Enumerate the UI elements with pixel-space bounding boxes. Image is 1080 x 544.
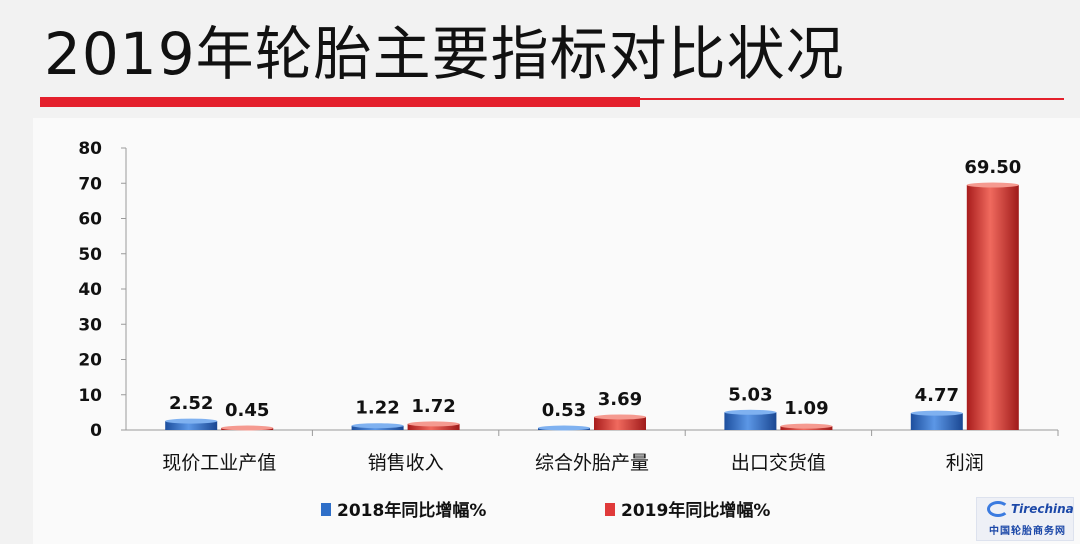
y-tick-label: 70 bbox=[78, 174, 102, 194]
data-label: 5.03 bbox=[728, 384, 772, 405]
watermark-logo-text: Tirechina bbox=[1011, 502, 1074, 516]
y-tick-label: 40 bbox=[78, 280, 102, 300]
x-tick-label: 销售收入 bbox=[368, 452, 444, 474]
y-tick-label: 0 bbox=[90, 421, 102, 441]
bar-top-2018 bbox=[910, 410, 963, 416]
chart-legend: 2018年同比增幅% 2019年同比增幅% bbox=[321, 500, 770, 521]
y-tick-label: 80 bbox=[78, 139, 102, 159]
bar-top-2019 bbox=[221, 425, 274, 431]
chart-axes: 0 10 20 30 40 50 60 70 80 现价工业产值 销售收入 综合外胎产量 出口交货值 利润 bbox=[78, 139, 1059, 474]
legend-swatch-2018 bbox=[321, 503, 331, 516]
slide-title: 2019年轮胎主要指标对比状况 bbox=[44, 20, 845, 88]
bar-2018 bbox=[724, 412, 777, 430]
data-label: 2.52 bbox=[169, 393, 213, 414]
bar-top-2018 bbox=[165, 418, 218, 424]
bar-2019 bbox=[407, 423, 460, 430]
tire-logo-icon bbox=[987, 501, 1009, 517]
watermark-logo: Tirechina 中国轮胎商务网 bbox=[976, 497, 1074, 541]
y-tick-label: 30 bbox=[78, 315, 102, 335]
bar-chart: 0 10 20 30 40 50 60 70 80 现价工业产值 销售收入 综合外胎产量 出口交货值 利润… bbox=[78, 139, 1059, 521]
data-label: 69.50 bbox=[964, 157, 1021, 178]
data-label: 3.69 bbox=[598, 389, 642, 410]
data-label: 1.09 bbox=[784, 398, 828, 419]
legend-label-2018: 2018年同比增幅% bbox=[337, 500, 486, 521]
legend-swatch-2019 bbox=[605, 503, 615, 516]
bar-top-2018 bbox=[538, 425, 590, 431]
x-tick-label: 利润 bbox=[946, 452, 984, 474]
bar-top-2018 bbox=[351, 423, 404, 429]
legend-label-2019: 2019年同比增幅% bbox=[621, 500, 770, 521]
bar-2019 bbox=[966, 185, 1019, 430]
bar-top-2018 bbox=[724, 409, 777, 415]
y-tick-label: 50 bbox=[78, 245, 102, 265]
data-label: 0.45 bbox=[225, 400, 269, 421]
bar-top-2019 bbox=[966, 182, 1019, 188]
y-tick-label: 10 bbox=[78, 386, 102, 406]
data-label: 4.77 bbox=[915, 385, 959, 406]
x-tick-label: 出口交货值 bbox=[731, 452, 826, 474]
data-label: 1.72 bbox=[411, 396, 455, 417]
watermark-subtitle: 中国轮胎商务网 bbox=[989, 526, 1066, 537]
bar-2018 bbox=[910, 413, 963, 430]
chart-bars bbox=[165, 182, 1019, 431]
data-label: 1.22 bbox=[355, 398, 399, 419]
bar-top-2019 bbox=[780, 423, 833, 429]
bar-top-2019 bbox=[594, 414, 646, 420]
bar-2019 bbox=[594, 416, 646, 430]
chart-panel: 0 10 20 30 40 50 60 70 80 现价工业产值 销售收入 综合外胎产量 出口交货值 利润… bbox=[33, 118, 1080, 544]
data-label: 0.53 bbox=[542, 400, 586, 421]
x-tick-label: 现价工业产值 bbox=[162, 452, 276, 474]
x-tick-label: 综合外胎产量 bbox=[535, 452, 649, 474]
bar-top-2019 bbox=[407, 421, 460, 427]
y-tick-label: 60 bbox=[78, 210, 102, 230]
chart-data-labels: 2.52 0.45 1.22 1.72 0.53 3.69 5.03 1.09 4.77 69.5… bbox=[169, 157, 1021, 421]
bar-2018 bbox=[165, 421, 218, 430]
y-tick-label: 20 bbox=[78, 351, 102, 371]
title-underline-accent bbox=[40, 97, 640, 107]
